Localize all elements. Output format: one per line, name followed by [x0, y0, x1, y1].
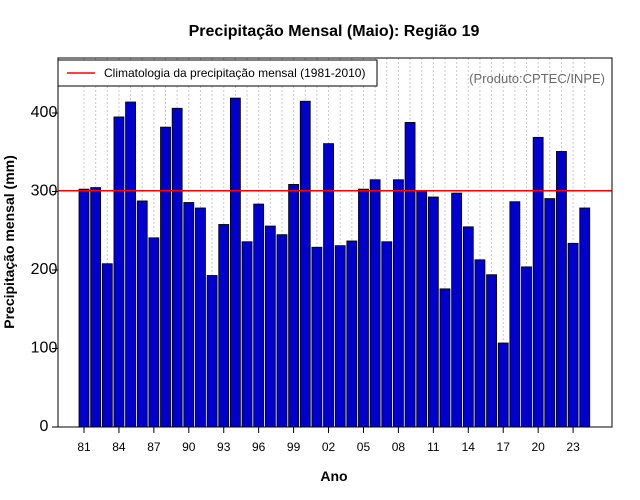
bar-2003 — [334, 245, 346, 428]
bar-2005 — [358, 188, 369, 428]
bar-2002 — [323, 143, 334, 428]
bar-1988 — [160, 126, 171, 428]
bar-1986 — [136, 200, 148, 428]
y-tick-label: 300 — [31, 183, 58, 200]
bar-2010 — [416, 190, 428, 428]
bar-2024 — [579, 207, 591, 428]
bar-2004 — [346, 240, 358, 428]
source-label: (Produto:CPTEC/INPE) — [469, 71, 605, 86]
x-tick-label: 23 — [566, 440, 580, 454]
y-tick-label: 400 — [31, 104, 58, 121]
bar-1990 — [183, 202, 195, 428]
bar-1982 — [90, 187, 102, 428]
bar-1987 — [148, 237, 160, 428]
bar-2007 — [381, 241, 393, 428]
bar-1998 — [276, 234, 288, 428]
y-tick-label: 100 — [31, 340, 58, 357]
bar-2019 — [521, 266, 532, 428]
bar-2018 — [509, 201, 521, 428]
bar-2006 — [369, 179, 381, 428]
legend: Climatologia da precipitação mensal (198… — [57, 59, 378, 87]
bar-2012 — [439, 288, 451, 428]
y-axis: 0 100 200 300 400 — [31, 104, 58, 435]
x-tick-label: 93 — [217, 440, 231, 454]
bar-1991 — [195, 207, 206, 428]
x-axis-title: Ano — [320, 468, 347, 484]
x-tick-label: 05 — [357, 440, 371, 454]
bar-2000 — [299, 100, 311, 428]
bar-1996 — [253, 203, 265, 428]
bar-2008 — [393, 179, 404, 428]
x-axis: 81 84 87 90 93 96 99 02 05 08 11 14 17 20 23 — [77, 427, 580, 454]
bar-2016 — [486, 274, 497, 428]
plot-frame — [57, 57, 613, 428]
x-tick-label: 81 — [77, 440, 91, 454]
bar-1992 — [206, 275, 218, 428]
y-tick-label: 0 — [40, 418, 49, 435]
legend-box — [57, 59, 378, 87]
bar-2023 — [567, 242, 579, 428]
x-tick-label: 11 — [427, 440, 440, 454]
legend-label: Climatologia da precipitação mensal (198… — [104, 66, 365, 80]
x-tick-label: 96 — [252, 440, 266, 454]
x-tick-label: 84 — [112, 440, 126, 454]
bar-2017 — [497, 342, 509, 428]
x-tick-label: 02 — [322, 440, 336, 454]
x-tick-label: 08 — [392, 440, 406, 454]
bar-2013 — [451, 192, 463, 428]
bar-1997 — [264, 225, 276, 428]
bar-2009 — [404, 122, 416, 428]
bar-2015 — [474, 259, 486, 428]
bar-1994 — [229, 97, 241, 428]
bars — [78, 97, 591, 428]
x-tick-label: 14 — [462, 440, 476, 454]
x-tick-label: 99 — [287, 440, 301, 454]
bar-2021 — [544, 198, 556, 428]
bar-1999 — [288, 184, 300, 428]
bar-2022 — [556, 151, 567, 428]
y-axis-title: Precipitação mensal (mm) — [1, 155, 17, 329]
x-tick-label: 17 — [497, 440, 511, 454]
chart-title: Precipitação Mensal (Maio): Região 19 — [189, 23, 480, 40]
bar-1995 — [241, 241, 253, 428]
y-tick-label: 200 — [31, 261, 58, 278]
bar-2014 — [462, 226, 474, 428]
x-tick-label: 90 — [182, 440, 196, 454]
x-tick-label: 87 — [147, 440, 161, 454]
x-tick-label: 20 — [531, 440, 545, 454]
bar-2020 — [532, 136, 544, 428]
bar-1989 — [171, 107, 183, 428]
bar-2011 — [427, 196, 439, 428]
bar-1983 — [101, 263, 113, 428]
bar-1981 — [78, 188, 90, 428]
bar-1984 — [113, 116, 125, 428]
bar-1985 — [125, 101, 136, 428]
bar-2001 — [311, 246, 323, 428]
bar-1993 — [218, 224, 230, 428]
